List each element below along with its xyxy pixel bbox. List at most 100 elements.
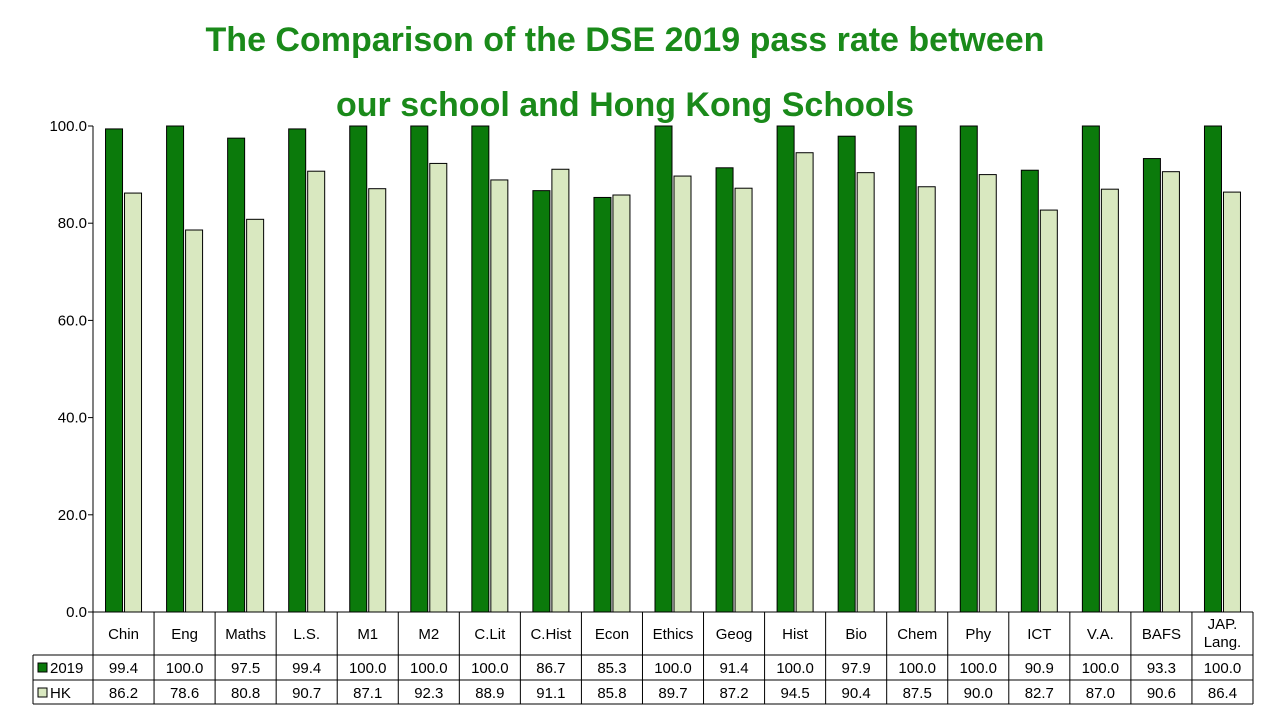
- x-category-label: Chin: [108, 626, 139, 643]
- data-label-hk: 94.5: [781, 685, 810, 702]
- x-category-label: Phy: [965, 626, 991, 643]
- x-category-label: JAP.: [1208, 616, 1238, 633]
- bar-2019: [532, 190, 551, 613]
- data-label-2019: 100.0: [898, 660, 936, 677]
- x-category-label: Lang.: [1204, 634, 1242, 651]
- data-label-2019: 100.0: [654, 660, 692, 677]
- x-category-label: M2: [418, 626, 439, 643]
- y-tick-label: 0.0: [66, 604, 87, 621]
- data-label-2019: 85.3: [597, 660, 626, 677]
- bar-2019: [715, 167, 734, 613]
- x-category-label: Ethics: [653, 626, 694, 643]
- data-label-hk: 87.1: [353, 685, 382, 702]
- bar-2019: [471, 125, 490, 613]
- data-label-2019: 100.0: [349, 660, 387, 677]
- chart-title-line-1: The Comparison of the DSE 2019 pass rate…: [205, 21, 1045, 59]
- data-label-2019: 100.0: [166, 660, 204, 677]
- x-category-label: V.A.: [1087, 626, 1114, 643]
- data-label-hk: 86.2: [109, 685, 138, 702]
- data-label-hk: 90.7: [292, 685, 321, 702]
- legend-key-hk: [37, 687, 48, 698]
- bar-2019: [1081, 125, 1100, 613]
- bar-hk: [1100, 188, 1119, 613]
- data-label-hk: 91.1: [536, 685, 565, 702]
- x-category-label: Maths: [225, 626, 266, 643]
- bar-2019: [1142, 158, 1161, 613]
- bar-hk: [856, 172, 875, 613]
- data-label-2019: 100.0: [959, 660, 997, 677]
- legend-label-hk: HK: [50, 685, 71, 702]
- bar-hk: [1039, 209, 1058, 613]
- bar-hk: [917, 186, 936, 613]
- bar-hk: [612, 194, 631, 613]
- data-label-hk: 82.7: [1025, 685, 1054, 702]
- bar-hk: [734, 187, 753, 613]
- bar-hk: [185, 229, 204, 613]
- bar-hk: [307, 170, 326, 613]
- data-label-hk: 90.4: [842, 685, 871, 702]
- x-category-label: BAFS: [1142, 626, 1181, 643]
- x-category-label: Eng: [171, 626, 198, 643]
- x-category-label: Chem: [897, 626, 937, 643]
- bar-hk: [978, 174, 997, 613]
- bar-2019: [959, 125, 978, 613]
- chart-title: The Comparison of the DSE 2019 pass rate…: [0, 8, 1250, 137]
- data-label-2019: 100.0: [410, 660, 448, 677]
- bar-2019: [593, 196, 612, 613]
- bar-2019: [166, 125, 185, 613]
- bar-2019: [1020, 169, 1039, 613]
- x-category-label: M1: [357, 626, 378, 643]
- bar-hk: [368, 188, 387, 613]
- bar-hk: [795, 152, 814, 613]
- data-label-2019: 100.0: [471, 660, 509, 677]
- x-category-label: ICT: [1027, 626, 1051, 643]
- x-category-label: L.S.: [293, 626, 320, 643]
- bar-2019: [227, 137, 246, 613]
- x-category-label: C.Hist: [530, 626, 572, 643]
- legend-label-2019: 2019: [50, 660, 83, 677]
- bar-2019: [288, 128, 307, 613]
- data-label-2019: 97.5: [231, 660, 260, 677]
- x-category-label: Econ: [595, 626, 629, 643]
- data-label-hk: 88.9: [475, 685, 504, 702]
- bar-hk: [490, 179, 509, 613]
- bar-2019: [837, 135, 856, 613]
- data-label-2019: 93.3: [1147, 660, 1176, 677]
- bar-hk: [1222, 191, 1241, 613]
- data-label-2019: 99.4: [109, 660, 138, 677]
- chart-title-line-2: our school and Hong Kong Schools: [336, 85, 914, 124]
- data-label-2019: 99.4: [292, 660, 321, 677]
- data-label-hk: 87.5: [903, 685, 932, 702]
- data-label-2019: 100.0: [776, 660, 814, 677]
- bar-2019: [410, 125, 429, 613]
- bar-hk: [429, 162, 448, 613]
- bar-2019: [654, 125, 673, 613]
- x-category-label: C.Lit: [474, 626, 506, 643]
- y-tick-label: 20.0: [58, 507, 87, 524]
- data-label-2019: 86.7: [536, 660, 565, 677]
- data-label-hk: 86.4: [1208, 685, 1237, 702]
- data-label-hk: 89.7: [658, 685, 687, 702]
- data-label-hk: 78.6: [170, 685, 199, 702]
- data-label-hk: 87.2: [719, 685, 748, 702]
- data-label-2019: 91.4: [719, 660, 748, 677]
- data-label-2019: 90.9: [1025, 660, 1054, 677]
- y-tick-label: 100.0: [49, 118, 87, 135]
- bar-2019: [105, 128, 124, 613]
- data-label-hk: 90.0: [964, 685, 993, 702]
- x-category-label: Hist: [782, 626, 809, 643]
- y-tick-label: 60.0: [58, 312, 87, 329]
- bar-2019: [349, 125, 368, 613]
- data-label-hk: 87.0: [1086, 685, 1115, 702]
- data-label-hk: 92.3: [414, 685, 443, 702]
- data-label-hk: 85.8: [597, 685, 626, 702]
- bar-hk: [1161, 171, 1180, 613]
- data-label-hk: 90.6: [1147, 685, 1176, 702]
- y-tick-label: 80.0: [58, 215, 87, 232]
- bar-hk: [124, 192, 143, 613]
- bar-2019: [776, 125, 795, 613]
- x-category-label: Bio: [845, 626, 867, 643]
- bar-hk: [551, 168, 570, 613]
- data-label-2019: 97.9: [842, 660, 871, 677]
